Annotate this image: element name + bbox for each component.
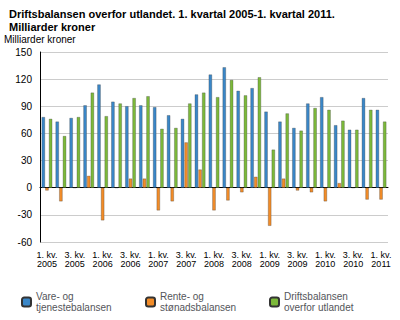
- svg-text:Vare- og: Vare- og: [36, 291, 76, 302]
- svg-text:2005: 2005: [37, 259, 57, 269]
- svg-text:Milliarder kroner: Milliarder kroner: [4, 34, 76, 45]
- svg-text:-30: -30: [18, 209, 33, 220]
- svg-text:1. kv.: 1. kv.: [203, 249, 225, 260]
- svg-text:Driftsbalansen: Driftsbalansen: [284, 291, 351, 302]
- svg-text:2008: 2008: [204, 259, 224, 269]
- svg-text:2011: 2011: [371, 259, 390, 269]
- svg-text:0: 0: [26, 182, 32, 193]
- svg-text:1. kv.: 1. kv.: [147, 249, 169, 260]
- svg-text:2008: 2008: [232, 259, 252, 269]
- svg-text:120: 120: [15, 74, 32, 85]
- svg-text:2007: 2007: [148, 259, 168, 269]
- svg-text:2007: 2007: [176, 259, 196, 269]
- svg-text:2010: 2010: [315, 259, 335, 269]
- svg-text:2006: 2006: [93, 259, 113, 269]
- svg-text:3. kv.: 3. kv.: [120, 249, 141, 260]
- svg-text:Rente- og: Rente- og: [160, 291, 207, 302]
- svg-text:30: 30: [21, 155, 33, 166]
- svg-text:3. kv.: 3. kv.: [342, 249, 364, 260]
- svg-text:1. kv.: 1. kv.: [36, 249, 58, 260]
- svg-text:3. kv.: 3. kv.: [175, 249, 197, 260]
- svg-text:3. kv.: 3. kv.: [231, 249, 253, 260]
- svg-text:1. kv.: 1. kv.: [314, 249, 336, 260]
- svg-text:3. kv.: 3. kv.: [287, 249, 308, 260]
- svg-text:tjenestebalansen: tjenestebalansen: [36, 302, 112, 313]
- svg-text:2009: 2009: [260, 259, 280, 269]
- svg-text:150: 150: [15, 47, 32, 58]
- svg-text:2005: 2005: [65, 259, 85, 269]
- svg-text:Milliarder kroner: Milliarder kroner: [9, 21, 96, 33]
- svg-text:60: 60: [21, 128, 33, 139]
- svg-text:Driftsbalansen overfor utlande: Driftsbalansen overfor utlandet. 1. kvar…: [9, 8, 338, 20]
- svg-text:stønadsbalansen: stønadsbalansen: [160, 302, 236, 313]
- svg-text:2006: 2006: [120, 259, 140, 269]
- svg-text:1. kv.: 1. kv.: [370, 249, 392, 260]
- svg-text:3. kv.: 3. kv.: [64, 249, 86, 260]
- svg-text:90: 90: [21, 101, 33, 112]
- svg-text:2009: 2009: [288, 259, 308, 269]
- svg-text:overfor utlandet: overfor utlandet: [284, 302, 354, 313]
- svg-text:-60: -60: [18, 237, 33, 248]
- svg-text:1. kv.: 1. kv.: [92, 249, 114, 260]
- svg-text:1. kv.: 1. kv.: [259, 249, 281, 260]
- svg-text:2010: 2010: [343, 259, 363, 269]
